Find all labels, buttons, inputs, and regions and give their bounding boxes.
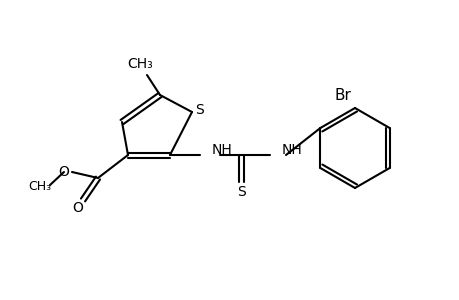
- Text: O: O: [73, 201, 83, 215]
- Text: S: S: [195, 103, 204, 117]
- Text: NH: NH: [212, 143, 232, 157]
- Text: NH: NH: [281, 143, 302, 157]
- Text: O: O: [58, 165, 69, 179]
- Text: S: S: [237, 185, 246, 199]
- Text: CH₃: CH₃: [28, 181, 51, 194]
- Text: Br: Br: [334, 88, 351, 103]
- Text: CH₃: CH₃: [127, 57, 152, 71]
